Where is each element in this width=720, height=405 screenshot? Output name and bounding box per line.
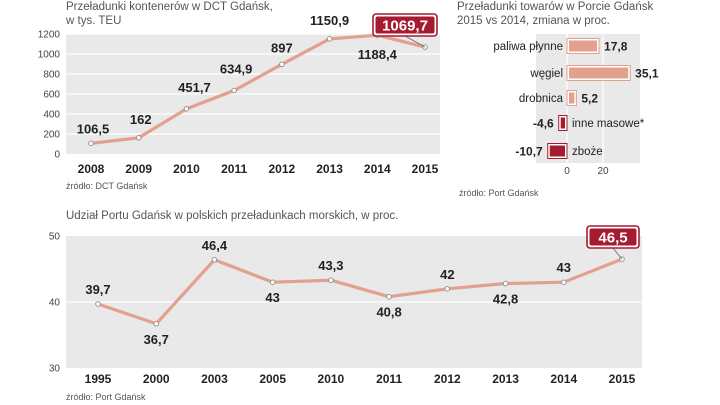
udzial-data-label: 43 [265, 290, 279, 305]
port-category-label: zboże [572, 146, 603, 158]
udzial-y-tick: 40 [49, 298, 61, 309]
udzial-x-tick: 2000 [143, 372, 170, 386]
dct-y-tick: 200 [43, 130, 60, 141]
udzial-data-label: 42 [440, 267, 454, 282]
dct-y-tick: 0 [54, 150, 60, 161]
dct-x-tick: 2009 [125, 162, 152, 176]
udzial-data-label: 40,8 [376, 305, 401, 320]
udzial-data-label: 39,7 [85, 282, 110, 297]
udzial-x-tick: 2013 [492, 372, 519, 386]
udzial-point [502, 280, 509, 287]
dct-y-tick: 400 [43, 110, 60, 121]
udzial-source: źródło: Port Gdańsk [66, 392, 146, 402]
port-x-tick: 0 [564, 166, 570, 177]
dct-x-tick: 2013 [316, 162, 343, 176]
udzial-highlight-box [589, 228, 637, 246]
udzial-data-label-highlight: 46,5 [598, 230, 627, 247]
dct-data-label-highlight: 1069,7 [382, 18, 428, 35]
dct-point [231, 87, 237, 94]
udzial-point [153, 321, 159, 327]
port-source: źródło: Port Gdańsk [459, 188, 539, 198]
dct-data-label: 106,5 [77, 121, 110, 136]
udzial-point [444, 286, 451, 292]
port-bar [569, 92, 575, 104]
port-value-label: -10,7 [515, 145, 543, 159]
port-value-label: 5,2 [581, 92, 598, 106]
dct-x-tick: 2011 [221, 162, 247, 176]
dct-x-tick: 2015 [412, 162, 439, 176]
udzial-point [386, 293, 392, 300]
dct-point [183, 106, 190, 112]
dct-source: źródło: DCT Gdańsk [66, 181, 148, 191]
dct-x-tick: 2010 [173, 162, 200, 176]
udzial-y-tick: 30 [49, 364, 61, 375]
udzial-point [561, 279, 567, 285]
port-value-label: 35,1 [635, 67, 659, 81]
udzial-data-label: 46,4 [202, 238, 228, 253]
dct-point [326, 36, 333, 42]
dct-y-tick: 800 [43, 70, 60, 81]
udzial-series-line [97, 257, 623, 326]
port-subtitle: 2015 vs 2014, zmiana w proc. [457, 15, 610, 27]
dct-data-label: 1150,9 [310, 13, 349, 28]
dct-data-label: 634,9 [220, 62, 253, 77]
dct-highlight-leader [404, 35, 426, 48]
udzial-title: Udział Portu Gdańsk w polskich przeładun… [66, 210, 398, 222]
port-category-label: drobnica [519, 93, 564, 105]
port-x-tick: 20 [597, 166, 609, 177]
udzial-data-label: 43,3 [318, 258, 343, 273]
dct-x-tick: 2008 [78, 162, 105, 176]
dct-y-tick: 600 [43, 90, 60, 101]
udzial-data-label: 36,7 [144, 332, 169, 347]
dct-point [135, 135, 142, 141]
port-bar [549, 145, 565, 157]
udzial-x-tick: 1995 [85, 372, 112, 386]
dct-data-label: 1188,4 [358, 47, 398, 62]
udzial-point [211, 257, 218, 263]
dct-y-tick: 1000 [38, 50, 61, 61]
dct-data-label: 162 [130, 112, 152, 127]
dct-highlight-box [375, 16, 435, 34]
port-category-label: paliwa płynne [493, 41, 563, 53]
port-value-label: -4,6 [533, 117, 554, 131]
udzial-y-tick: 50 [49, 232, 61, 243]
udzial-highlight-leader [612, 247, 623, 260]
port-title: Przeładunki towarów w Porcie Gdańsk [457, 1, 653, 13]
udzial-x-tick: 2003 [201, 372, 228, 386]
port-value-label: 17,8 [604, 40, 628, 54]
udzial-data-label: 42,8 [493, 292, 518, 307]
dct-data-label: 451,7 [178, 80, 211, 95]
dct-data-label: 897 [271, 40, 293, 55]
port-category-label: inne masowe* [572, 118, 645, 130]
udzial-point [269, 279, 276, 285]
udzial-data-label: 43 [557, 260, 571, 275]
dct-y-tick: 1200 [38, 30, 61, 41]
dct-point [88, 140, 94, 147]
dct-x-tick: 2012 [269, 162, 296, 176]
udzial-x-tick: 2005 [259, 372, 286, 386]
port-bar [560, 117, 565, 129]
port-plot-area [536, 34, 640, 163]
udzial-x-tick: 2014 [550, 372, 577, 386]
dct-title: Przeładunki kontenerów w DCT Gdańsk, [66, 1, 273, 13]
dct-point [279, 61, 285, 68]
dct-subtitle: w tys. TEU [65, 15, 121, 27]
port-bar [569, 40, 598, 52]
dct-x-tick: 2014 [364, 162, 391, 176]
udzial-point [95, 301, 101, 307]
udzial-x-tick: 2011 [376, 372, 402, 386]
udzial-x-tick: 2010 [318, 372, 345, 386]
udzial-x-tick: 2012 [434, 372, 461, 386]
udzial-x-tick: 2015 [609, 372, 636, 386]
dct-series-line [90, 33, 426, 145]
udzial-point [328, 277, 334, 283]
port-bar [569, 67, 629, 79]
port-category-label: węgiel [529, 68, 563, 80]
